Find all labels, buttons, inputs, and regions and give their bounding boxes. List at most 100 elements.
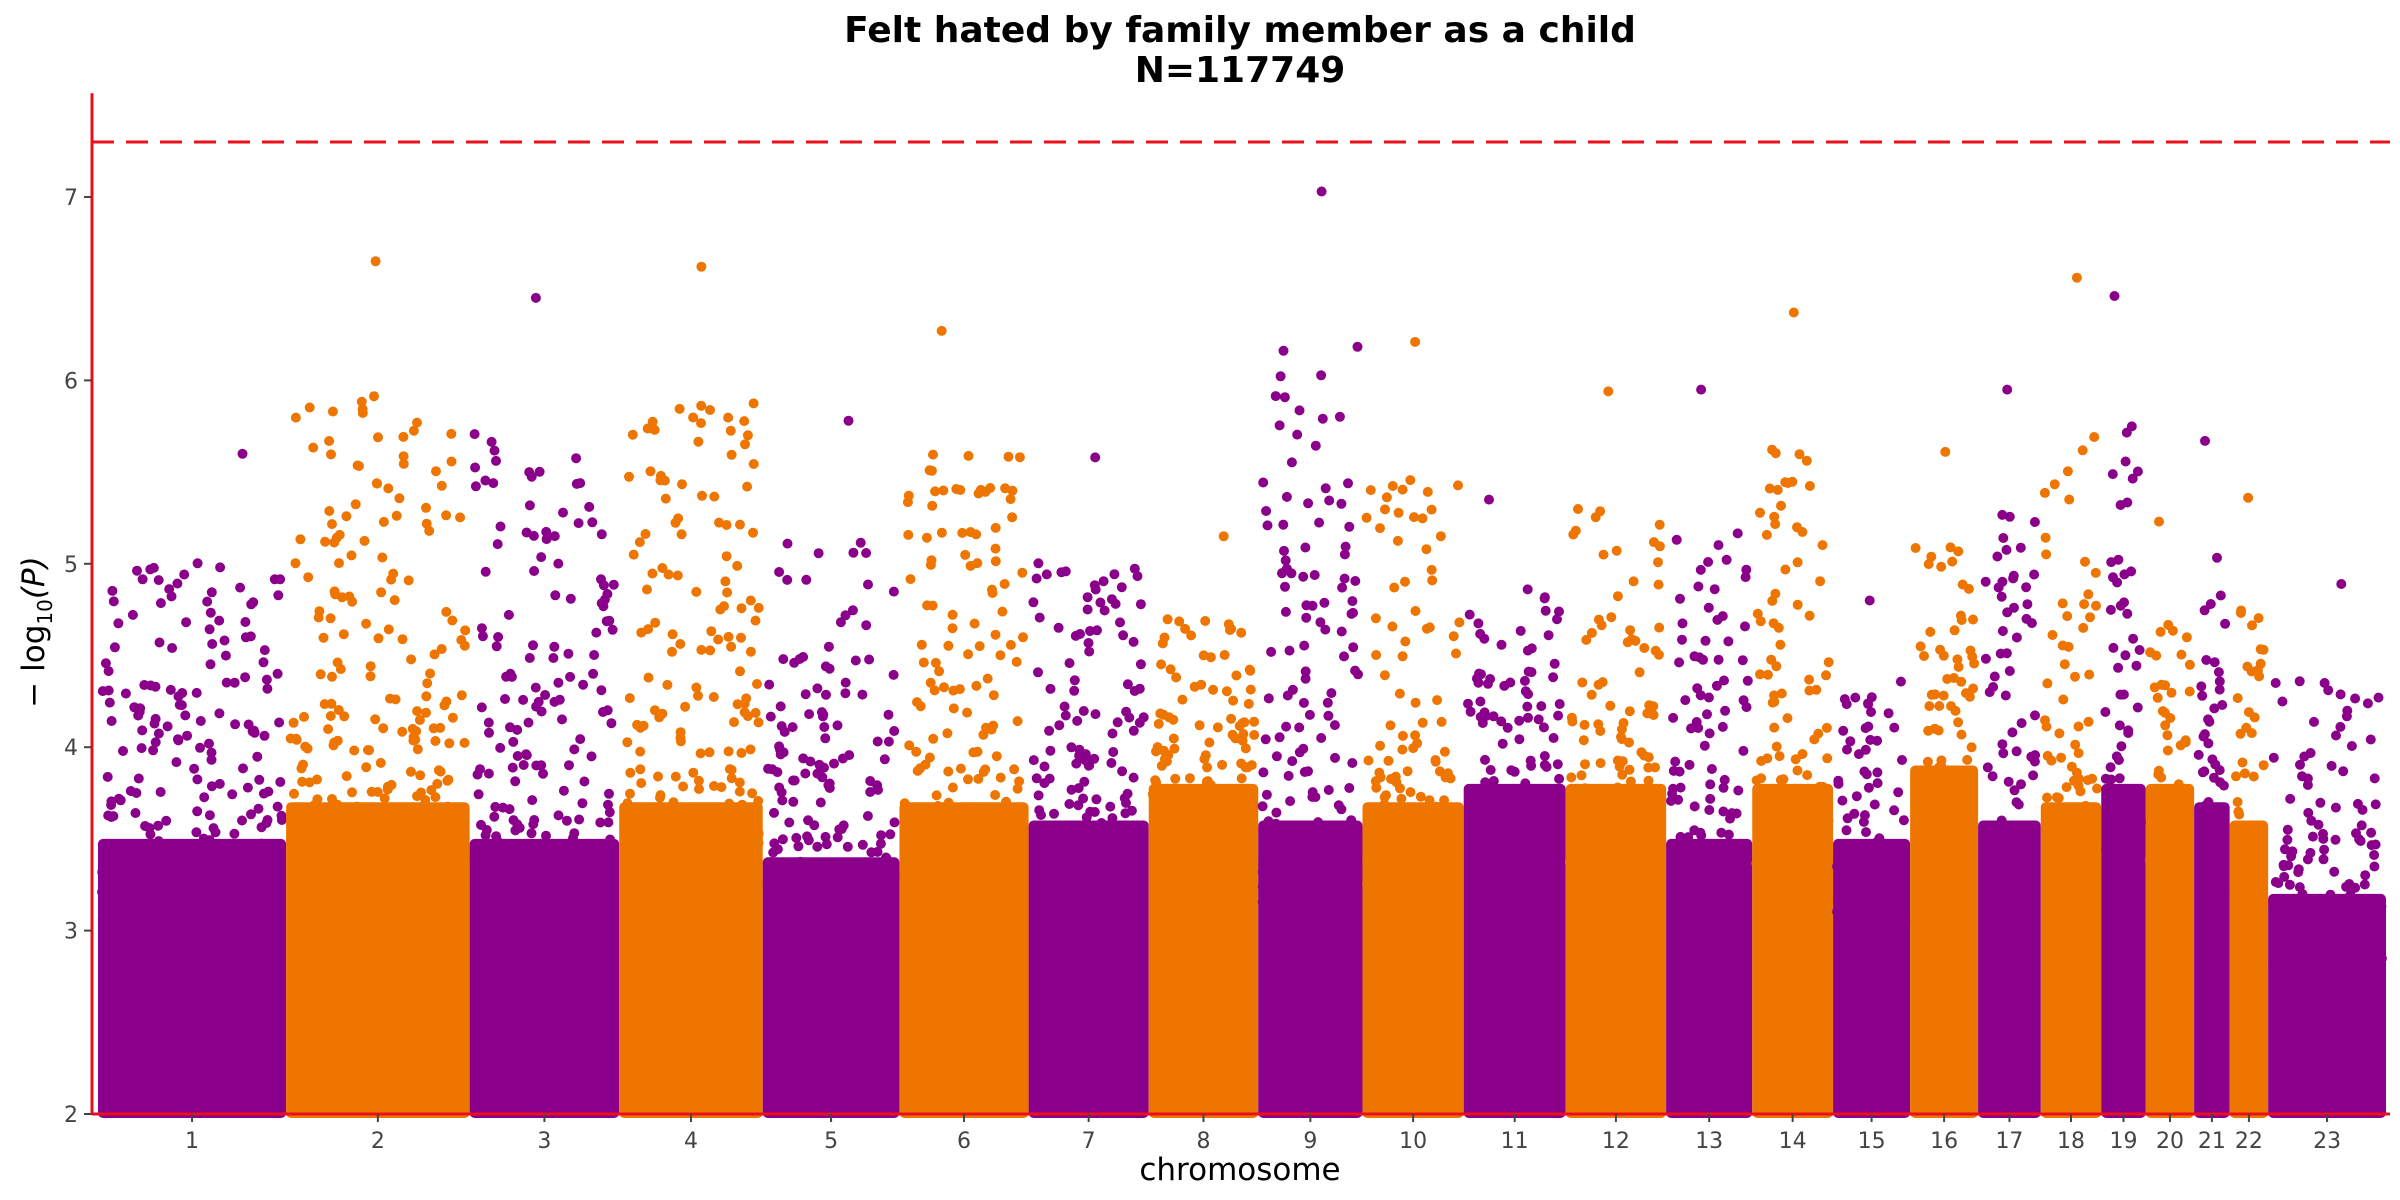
x-tick-label-15: 15 bbox=[1858, 1129, 1886, 1154]
chromosome-11-top-hit bbox=[1484, 494, 1494, 505]
chromosome-2-points bbox=[285, 256, 471, 1118]
chromosome-15-scatter bbox=[1832, 676, 1911, 927]
y-axis-label-subscript: 10 bbox=[33, 599, 57, 624]
chromosome-12-scatter bbox=[1564, 504, 1667, 872]
chromosome-4-points bbox=[619, 261, 764, 1118]
x-tick-label-6: 6 bbox=[957, 1129, 971, 1154]
chromosome-8-top-hit bbox=[1218, 531, 1229, 542]
chromosome-22-scatter bbox=[2229, 605, 2270, 909]
chromosome-9-top-hit bbox=[1316, 186, 1327, 197]
chromosome-15-points bbox=[1832, 595, 1911, 1118]
data-points bbox=[97, 186, 2387, 1118]
chromosome-23-top-hit bbox=[2336, 579, 2347, 589]
x-tick-label-8: 8 bbox=[1196, 1129, 1210, 1154]
chromosome-20-points bbox=[2144, 516, 2195, 1118]
chromosome-6-points bbox=[899, 325, 1029, 1118]
chromosome-13-top-hit bbox=[1696, 384, 1707, 395]
x-tick-label-13: 13 bbox=[1695, 1129, 1723, 1154]
y-axis-ticks: 2 3 4 5 6 7 bbox=[64, 186, 92, 1128]
x-tick-label-22: 22 bbox=[2235, 1129, 2263, 1154]
y-tick-label-4: 4 bbox=[64, 736, 78, 761]
chromosome-11-points bbox=[1463, 494, 1566, 1118]
x-tick-label-11: 11 bbox=[1501, 1129, 1529, 1154]
chromosome-4-scatter bbox=[620, 398, 764, 890]
chromosome-14-points bbox=[1751, 307, 1834, 1118]
chromosome-12-top-hit bbox=[1603, 386, 1614, 397]
y-tick-label-2: 2 bbox=[64, 1103, 78, 1128]
x-tick-label-5: 5 bbox=[824, 1129, 838, 1154]
chromosome-13-dense-band bbox=[1666, 838, 1753, 1118]
chromosome-2-top-hit bbox=[370, 256, 381, 267]
chromosome-9-dense-band bbox=[1258, 820, 1363, 1118]
y-tick-label-6: 6 bbox=[64, 369, 78, 394]
x-tick-label-21: 21 bbox=[2198, 1129, 2226, 1154]
y-axis-label-tail: (P) bbox=[16, 556, 52, 599]
axes bbox=[90, 93, 2390, 1116]
chromosome-16-top-hit bbox=[1940, 446, 1951, 457]
x-tick-label-19: 19 bbox=[2110, 1129, 2138, 1154]
x-tick-label-9: 9 bbox=[1303, 1129, 1317, 1154]
chromosome-3-top-hit bbox=[530, 292, 541, 303]
chromosome-2-dense-band bbox=[286, 802, 470, 1118]
x-tick-label-2: 2 bbox=[371, 1129, 385, 1154]
x-axis-label: chromosome bbox=[1139, 1152, 1340, 1188]
chromosome-18-scatter bbox=[2039, 432, 2102, 890]
x-tick-label-18: 18 bbox=[2057, 1129, 2085, 1154]
chromosome-10-top-hit bbox=[1410, 336, 1421, 347]
chromosome-14-top-hit bbox=[1788, 307, 1799, 318]
chromosome-16-scatter bbox=[1910, 542, 1980, 854]
chromosome-12-points bbox=[1564, 386, 1667, 1118]
chromosome-4-top-hit bbox=[696, 261, 707, 272]
y-axis-label: − log10(P) bbox=[16, 556, 57, 707]
chromosome-19-scatter bbox=[2100, 421, 2147, 872]
y-axis-label-main: − log bbox=[16, 625, 52, 708]
x-tick-label-14: 14 bbox=[1779, 1129, 1807, 1154]
chromosome-19-points bbox=[2100, 291, 2147, 1118]
title-line-2: N=117749 bbox=[1135, 50, 1346, 91]
chromosome-5-points bbox=[762, 415, 901, 1118]
chromosome-11-scatter bbox=[1463, 584, 1566, 872]
chromosome-8-scatter bbox=[1147, 614, 1260, 872]
x-tick-label-3: 3 bbox=[537, 1129, 551, 1154]
chromosome-23-points bbox=[2268, 579, 2387, 1118]
chromosome-17-points bbox=[1978, 384, 2041, 1118]
chromosome-16-points bbox=[1910, 446, 1980, 1118]
chromosome-3-points bbox=[469, 292, 620, 1118]
chart-title: Felt hated by family member as a child N… bbox=[844, 10, 1636, 91]
chromosome-6-scatter bbox=[899, 449, 1029, 890]
chromosome-20-top-hit bbox=[2154, 516, 2164, 527]
chromosome-18-top-hit bbox=[2071, 272, 2082, 283]
x-tick-label-23: 23 bbox=[2313, 1129, 2341, 1154]
chromosome-7-scatter bbox=[1028, 558, 1149, 909]
y-tick-label-7: 7 bbox=[64, 186, 78, 211]
x-tick-label-4: 4 bbox=[684, 1129, 698, 1154]
chromosome-20-scatter bbox=[2144, 619, 2195, 872]
chromosome-13-points bbox=[1666, 384, 1753, 1118]
chromosome-8-points bbox=[1147, 531, 1260, 1118]
chromosome-5-scatter bbox=[763, 537, 901, 945]
chromosome-21-scatter bbox=[2193, 552, 2231, 890]
chromosome-7-top-hit bbox=[1090, 452, 1101, 463]
chromosome-19-top-hit bbox=[2109, 291, 2120, 301]
chromosome-15-top-hit bbox=[1864, 595, 1875, 606]
chromosome-14-scatter bbox=[1751, 444, 1834, 872]
chromosome-18-points bbox=[2039, 272, 2102, 1118]
chromosome-10-points bbox=[1361, 336, 1465, 1118]
x-tick-label-7: 7 bbox=[1082, 1129, 1096, 1154]
x-tick-label-20: 20 bbox=[2156, 1129, 2184, 1154]
chromosome-10-scatter bbox=[1361, 475, 1465, 890]
x-tick-label-16: 16 bbox=[1930, 1129, 1958, 1154]
title-line-1: Felt hated by family member as a child bbox=[844, 10, 1636, 51]
y-tick-label-3: 3 bbox=[64, 920, 78, 945]
chromosome-3-scatter bbox=[469, 429, 619, 927]
chromosome-6-top-hit bbox=[936, 325, 947, 336]
chromosome-2-scatter bbox=[285, 391, 471, 890]
x-tick-label-10: 10 bbox=[1399, 1129, 1427, 1154]
chromosome-17-top-hit bbox=[2002, 384, 2013, 395]
chromosome-13-scatter bbox=[1666, 528, 1753, 927]
chromosome-1-top-hit bbox=[237, 448, 248, 459]
chromosome-16-dense-band bbox=[1910, 765, 1979, 1118]
chromosome-22-top-hit bbox=[2243, 492, 2254, 503]
x-tick-label-1: 1 bbox=[185, 1129, 199, 1154]
